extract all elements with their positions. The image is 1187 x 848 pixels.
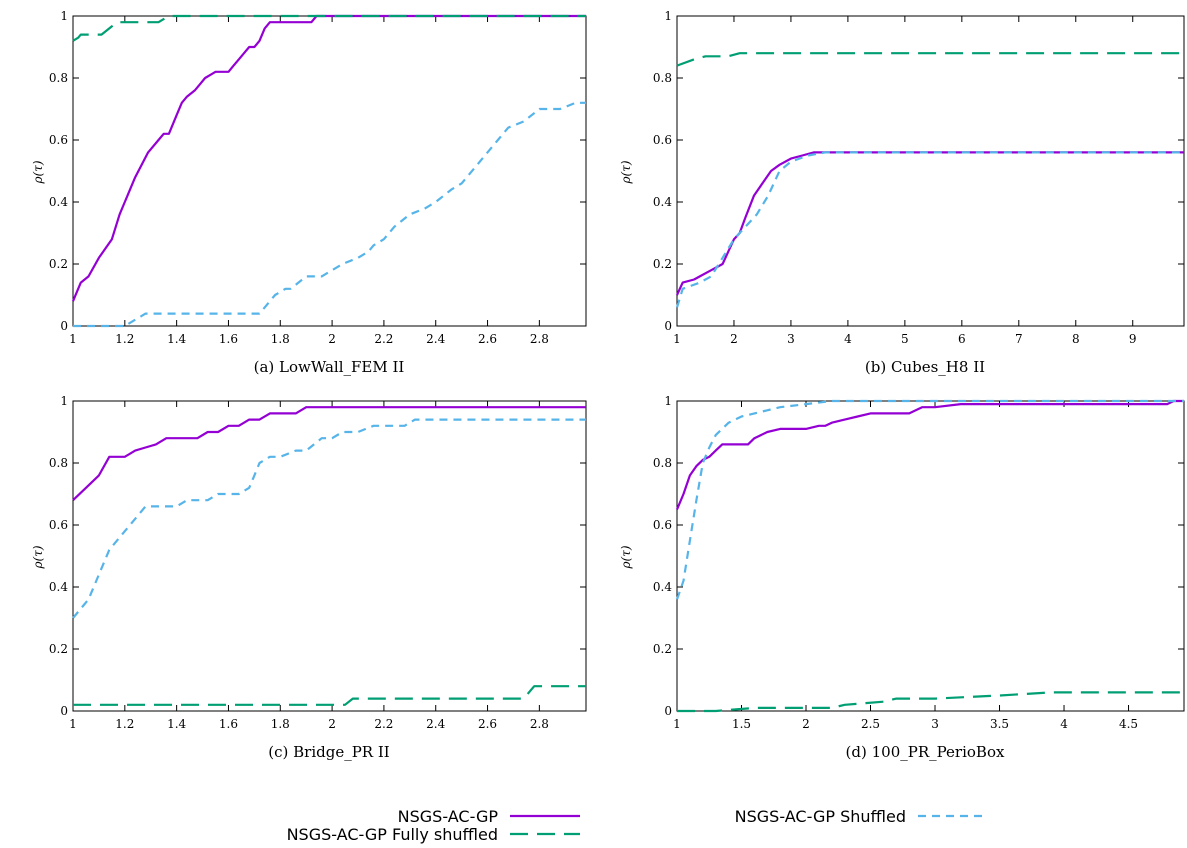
panel-a-caption: (a) LowWall_FEM II xyxy=(254,358,405,376)
panel-c-frame xyxy=(72,400,587,712)
panel-b-xtick-label: 2 xyxy=(730,332,738,346)
panel-a-xtick-label: 1.8 xyxy=(271,332,290,346)
legend-label-shuffled: NSGS-AC-GP Shuffled xyxy=(735,807,906,826)
panel-c-xtick-label: 1.4 xyxy=(167,717,186,731)
panel-a-xtick-label: 1 xyxy=(69,332,77,346)
panel-b-xtick-label: 5 xyxy=(901,332,909,346)
panel-b-xtick-label: 6 xyxy=(958,332,966,346)
panel-d-xtick-label: 4.5 xyxy=(1119,717,1138,731)
panel-b-xtick-label: 8 xyxy=(1072,332,1080,346)
panel-a-xtick-label: 2.8 xyxy=(530,332,549,346)
panel-d-ytick-label: 0.2 xyxy=(653,642,672,656)
panel-c-ylabel: ρ(τ) xyxy=(31,545,45,569)
panel-a-ytick-label: 0.6 xyxy=(49,133,68,147)
panel-b-ytick-label: 1 xyxy=(664,9,672,23)
panel-a-series-fully-shuffled xyxy=(72,14,586,42)
panel-a-series-solid xyxy=(71,14,586,302)
panel-c-series-solid xyxy=(72,406,586,501)
panel-c-caption: (c) Bridge_PR II xyxy=(268,743,390,761)
legend-label-nsgs-ac-gp: NSGS-AC-GP xyxy=(398,807,499,826)
panel-c-xtick-label: 1.8 xyxy=(271,717,290,731)
panel-b-caption: (b) Cubes_H8 II xyxy=(865,358,985,376)
panel-a-ylabel: ρ(τ) xyxy=(31,160,45,184)
panel-d-series-shuffled xyxy=(675,399,1184,600)
panel-a-ytick-label: 0.8 xyxy=(49,71,68,85)
panel-d-xtick-label: 2.5 xyxy=(861,717,880,731)
panel-d-xtick-label: 1 xyxy=(673,717,681,731)
panel-c-ytick-label: 0 xyxy=(60,704,68,718)
panel-a-xtick-label: 1.4 xyxy=(167,332,186,346)
panel-b-frame xyxy=(676,15,1185,327)
panel-a-xtick-label: 2.6 xyxy=(478,332,497,346)
panel-a-xtick-label: 1.6 xyxy=(219,332,238,346)
panel-d-xtick-label: 2 xyxy=(802,717,810,731)
panel-c-xtick-label: 2.6 xyxy=(478,717,497,731)
panel-c-ytick-label: 0.2 xyxy=(49,642,68,656)
panel-b-series-fully-shuffled xyxy=(676,52,1184,67)
panel-a-ytick-label: 0.4 xyxy=(49,195,68,209)
panel-b: ρ(τ) (b) Cubes_H8 II 0 0.2 0.4 0.6 0.8 1 1 2 3 4 5… xyxy=(619,9,1185,376)
panel-c-ytick-label: 0.4 xyxy=(49,580,68,594)
panel-b-xtick-label: 9 xyxy=(1129,332,1137,346)
panel-c-xtick-label: 1.6 xyxy=(219,717,238,731)
panel-c-ytick-label: 1 xyxy=(60,394,68,408)
panel-c-ytick-label: 0.8 xyxy=(49,456,68,470)
panel-a-ytick-label: 0.2 xyxy=(49,257,68,271)
panel-a-frame xyxy=(72,15,587,327)
panel-d-ytick-label: 0 xyxy=(664,704,672,718)
panel-b-ytick-label: 0.8 xyxy=(653,71,672,85)
panel-d-ylabel: ρ(τ) xyxy=(619,545,633,569)
panel-b-xtick-label: 4 xyxy=(844,332,852,346)
panel-d-series-fully-shuffled xyxy=(677,691,1184,713)
legend: NSGS-AC-GP NSGS-AC-GP Fully shuffled NSG… xyxy=(287,807,988,844)
panel-a: ρ(τ) (a) LowWall_FEM II 0 0.2 0.4 0.6 0.8 1 1 1… xyxy=(31,9,587,376)
panel-c: ρ(τ) (c) Bridge_PR II 0 0.2 0.4 0.6 0.8 1 1 1.2… xyxy=(31,394,587,761)
panel-b-xtick-label: 3 xyxy=(787,332,795,346)
panel-d-ytick-label: 0.4 xyxy=(653,580,672,594)
panel-d-xtick-label: 4 xyxy=(1060,717,1068,731)
panel-c-xtick-label: 1.2 xyxy=(115,717,134,731)
panel-b-ytick-label: 0 xyxy=(664,319,672,333)
panel-c-ytick-label: 0.6 xyxy=(49,518,68,532)
panel-b-series-shuffled xyxy=(675,151,1184,308)
panel-b-ytick-label: 0.2 xyxy=(653,257,672,271)
panel-b-ytick-label: 0.4 xyxy=(653,195,672,209)
legend-label-fully-shuffled: NSGS-AC-GP Fully shuffled xyxy=(287,825,498,844)
panel-b-xtick-label: 7 xyxy=(1015,332,1023,346)
panel-a-series-shuffled xyxy=(73,101,586,328)
panel-d-frame xyxy=(676,400,1185,712)
panel-a-xtick-label: 1.2 xyxy=(115,332,134,346)
panel-a-ytick-label: 1 xyxy=(60,9,68,23)
panel-c-xtick-label: 2.8 xyxy=(530,717,549,731)
panel-c-xtick-label: 2.4 xyxy=(426,717,445,731)
panel-a-ytick-label: 0 xyxy=(60,319,68,333)
panel-b-series-solid xyxy=(676,151,1184,296)
panel-a-xtick-label: 2 xyxy=(328,332,336,346)
panel-c-series-fully-shuffled xyxy=(73,685,586,706)
panel-c-xtick-label: 2.2 xyxy=(374,717,393,731)
panel-a-xtick-label: 2.4 xyxy=(426,332,445,346)
panel-b-ytick-label: 0.6 xyxy=(653,133,672,147)
panel-d-ytick-label: 1 xyxy=(664,394,672,408)
panel-a-xtick-label: 2.2 xyxy=(374,332,393,346)
panel-c-xtick-label: 1 xyxy=(69,717,77,731)
panel-b-ylabel: ρ(τ) xyxy=(619,160,633,184)
panel-d-xtick-label: 3.5 xyxy=(990,717,1009,731)
panel-d-series-solid xyxy=(675,399,1184,510)
panel-d-ytick-label: 0.8 xyxy=(653,456,672,470)
panel-d: ρ(τ) (d) 100_PR_PerioBox 0 0.2 0.4 0.6 0.8 1 1… xyxy=(619,394,1185,761)
panel-b-xtick-label: 1 xyxy=(673,332,681,346)
panel-d-ytick-label: 0.6 xyxy=(653,518,672,532)
panel-c-series-shuffled xyxy=(72,418,586,619)
panel-d-xtick-label: 1.5 xyxy=(732,717,751,731)
panel-d-caption: (d) 100_PR_PerioBox xyxy=(846,743,1005,761)
panel-d-xtick-label: 3 xyxy=(931,717,939,731)
panel-c-xtick-label: 2 xyxy=(328,717,336,731)
